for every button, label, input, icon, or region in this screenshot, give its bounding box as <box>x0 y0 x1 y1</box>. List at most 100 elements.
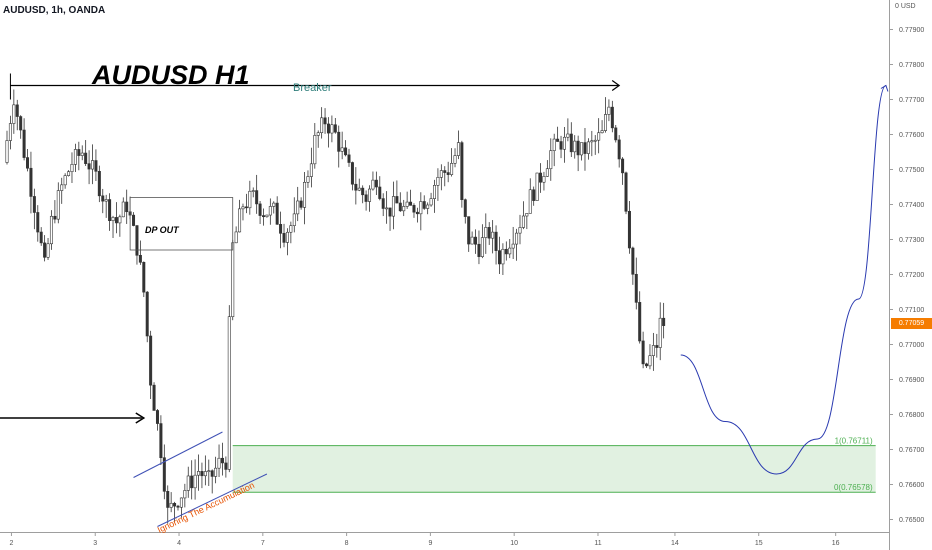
candle-up <box>330 124 334 134</box>
candle-up <box>197 471 201 476</box>
candle-down <box>443 170 447 173</box>
candle-down <box>583 142 587 154</box>
candle-down <box>149 335 153 386</box>
candle-down <box>159 423 163 459</box>
candle-up <box>429 198 433 206</box>
x-tick-label: 2 <box>9 540 13 547</box>
candle-down <box>114 217 118 224</box>
candle-up <box>368 188 372 202</box>
candle-up <box>91 160 95 170</box>
candle-down <box>94 160 98 172</box>
candle-up <box>56 190 60 220</box>
candle-down <box>36 212 40 233</box>
candle-down <box>347 154 351 163</box>
candle-down <box>282 233 286 243</box>
candle-up <box>480 237 484 257</box>
y-tick-label: 0.77400 <box>899 202 924 209</box>
candle-up <box>405 201 409 207</box>
y-tick-label: 0.76500 <box>899 517 924 524</box>
candle-down <box>631 247 635 275</box>
x-tick-label: 15 <box>755 540 763 547</box>
candle-up <box>580 142 584 156</box>
candle-down <box>135 225 139 256</box>
candle-up <box>169 502 173 508</box>
candle-down <box>97 171 101 197</box>
candle-up <box>320 117 324 134</box>
channel-upper-line <box>133 431 223 478</box>
candle-down <box>224 462 228 470</box>
candle-down <box>275 202 279 225</box>
y-tick-label: 0.77000 <box>899 342 924 349</box>
candle-down <box>132 214 136 226</box>
candle-down <box>190 475 194 489</box>
candle-up <box>450 163 454 175</box>
candle-down <box>617 139 621 160</box>
candle-up <box>203 471 207 477</box>
candle-up <box>586 141 590 154</box>
candle-up <box>552 138 556 151</box>
candle-down <box>532 189 536 201</box>
candle-up <box>426 204 430 209</box>
candle-up <box>241 206 245 210</box>
candle-down <box>467 216 471 245</box>
candle-up <box>600 130 604 134</box>
candle-down <box>337 131 341 152</box>
candle-down <box>474 236 478 245</box>
candle-down <box>344 147 348 156</box>
candle-up <box>303 181 307 208</box>
candle-up <box>179 497 183 508</box>
candle-up <box>118 216 122 224</box>
candle-down <box>333 124 337 133</box>
candle-up <box>49 215 53 245</box>
candle-up <box>573 140 577 153</box>
currency-badge[interactable]: 0 USD <box>895 3 916 10</box>
candle-up <box>453 155 457 164</box>
candle-up <box>8 123 12 141</box>
candle-up <box>67 171 71 176</box>
candle-down <box>361 187 365 196</box>
candle-down <box>255 190 259 205</box>
candle-up <box>593 139 597 142</box>
y-tick-label: 0.76900 <box>899 377 924 384</box>
y-tick-label: 0.77100 <box>899 307 924 314</box>
candle-up <box>46 243 50 258</box>
candle-down <box>645 363 649 367</box>
candle-up <box>456 142 460 156</box>
candle-down <box>299 200 303 208</box>
candle-up <box>597 132 601 141</box>
candle-up <box>525 213 529 217</box>
candle-down <box>364 194 368 202</box>
candle-up <box>484 227 488 238</box>
candle-down <box>125 201 129 213</box>
candle-down <box>142 262 146 293</box>
candle-up <box>470 236 474 245</box>
candle-up <box>238 208 242 233</box>
candle-down <box>323 117 327 125</box>
current-price-tag: 0.77059 <box>891 318 932 330</box>
candle-up <box>491 231 495 239</box>
candle-up <box>566 133 570 138</box>
y-tick-label: 0.77800 <box>899 62 924 69</box>
candle-up <box>268 206 272 216</box>
candle-down <box>446 172 450 175</box>
zone-bottom-label: 0(0.76578) <box>834 483 873 492</box>
candle-up <box>549 150 553 170</box>
candle-up <box>296 200 300 215</box>
candle-down <box>200 471 204 477</box>
demand-zone <box>232 445 876 493</box>
candle-up <box>590 140 594 143</box>
symbol-header: AUDUSD, 1h, OANDA <box>3 5 106 16</box>
candle-up <box>214 467 218 477</box>
candle-down <box>84 152 88 164</box>
candle-up <box>285 231 289 243</box>
candle-up <box>217 457 221 469</box>
x-tick-label: 10 <box>510 540 518 547</box>
candle-down <box>244 206 248 209</box>
x-tick-label: 14 <box>671 540 679 547</box>
candle-down <box>43 242 47 258</box>
x-tick-label: 3 <box>93 540 97 547</box>
candle-down <box>621 158 625 174</box>
candle-up <box>651 345 655 356</box>
y-tick-label: 0.76800 <box>899 412 924 419</box>
chart-title: AUDUSD H1 <box>92 60 250 90</box>
